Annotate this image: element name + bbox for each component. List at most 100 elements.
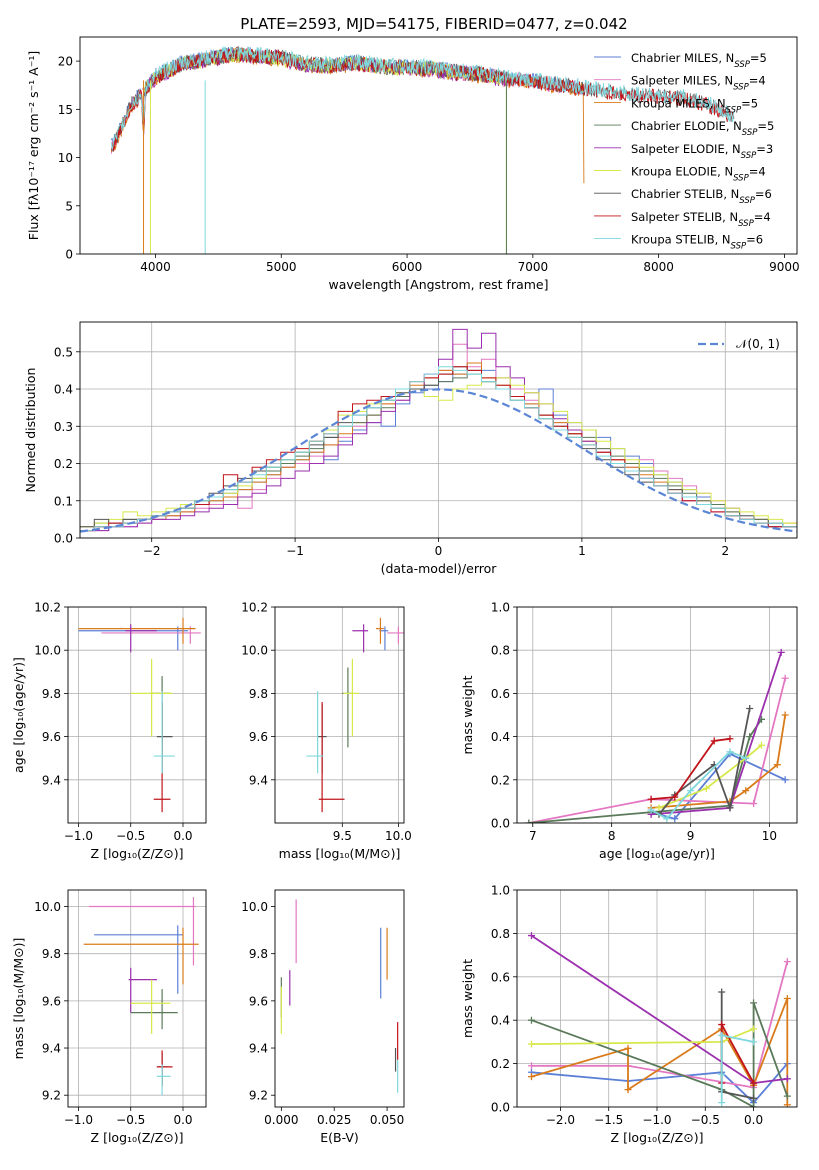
data-marker	[624, 1086, 632, 1094]
y-tick-label: 9.6	[249, 994, 268, 1008]
data-marker	[783, 958, 791, 966]
legend: Chabrier MILES, NSSP=5 Salpeter MILES, NS…	[594, 51, 774, 252]
legend-entry: Kroupa MILES, NSSP=5	[631, 96, 758, 115]
y-tick-label: 9.2	[42, 1089, 61, 1103]
x-tick-label: 8000	[643, 260, 674, 274]
data-layer	[517, 607, 797, 823]
y-tick-label: 9.8	[42, 947, 61, 961]
series-line	[658, 744, 763, 809]
data-marker	[750, 1103, 758, 1107]
data-marker	[781, 674, 789, 682]
x-tick-label: −2.0	[546, 1113, 575, 1127]
panel-mass-vs-ebv: 0.000 0.025 0.050 9.2 9.4 9.6 9.8 10.0 E(B-V)	[241, 889, 405, 1145]
axes-frame	[67, 606, 207, 824]
legend-entry: Kroupa ELODIE, NSSP=4	[631, 165, 766, 184]
x-axis-label: Z [log₁₀(Z/Z⊙)]	[91, 1130, 184, 1145]
data-marker	[742, 754, 750, 762]
data-layer	[280, 899, 399, 1093]
series-line	[531, 961, 789, 1089]
data-marker	[647, 806, 655, 814]
data-marker	[718, 1099, 726, 1107]
panel-spectrum: 4000 5000 6000 7000 8000 9000 0 5 10 15 20 waveleng…	[26, 36, 800, 292]
axes: −1.0 −0.5 0.0 9.4 9.6 9.8 10.0 10.2 Z [log₁₀(Z/Z…	[11, 601, 193, 862]
data-marker	[746, 733, 754, 741]
y-tick-label: 0.5	[54, 345, 73, 359]
y-tick-label: 0.8	[491, 927, 510, 941]
data-marker	[655, 804, 663, 812]
data-marker	[671, 793, 679, 801]
series-line	[651, 737, 731, 801]
x-tick-label: 10.0	[385, 829, 412, 843]
x-axis-label: (data-model)/error	[381, 561, 498, 576]
plot-area	[275, 607, 404, 823]
plot-area	[517, 607, 797, 823]
y-tick-label: 10.0	[34, 644, 61, 658]
legend-entry: Salpeter MILES, NSSP=4	[631, 74, 766, 93]
axes: −1.0 −0.5 0.0 9.2 9.4 9.6 9.8 10.0 Z [log₁₀(Z/Z⊙…	[11, 900, 193, 1145]
data-marker	[718, 988, 726, 996]
y-tick-label: 9.4	[42, 773, 61, 787]
data-marker	[750, 800, 758, 808]
x-tick-label: 0.0	[173, 829, 192, 843]
y-tick-label: 20	[58, 55, 73, 69]
axes-frame	[67, 889, 207, 1108]
panel-mass-vs-z: −1.0 −0.5 0.0 9.2 9.4 9.6 9.8 10.0 Z [log₁₀(Z/Z⊙…	[11, 889, 207, 1145]
data-marker	[777, 648, 785, 656]
y-tick-label: 9.4	[249, 773, 268, 787]
data-marker	[783, 1075, 791, 1083]
data-marker	[783, 1101, 791, 1107]
axes-frame	[516, 606, 798, 824]
x-axis-label: Z [log₁₀(Z/Z⊙)]	[91, 846, 184, 861]
axes: 9.5 10.0 9.4 9.6 9.8 10.0 10.2 mass [log₁₀(M/M⊙…	[241, 601, 411, 862]
y-axis-label: Normed distribution	[23, 368, 38, 493]
data-marker	[750, 1079, 758, 1087]
data-marker	[726, 748, 734, 756]
data-marker	[746, 705, 754, 713]
data-layer	[275, 607, 404, 823]
y-tick-label: 10.0	[241, 900, 268, 914]
axes-frame	[516, 889, 798, 1108]
data-marker	[527, 1040, 535, 1048]
data-marker	[726, 735, 734, 743]
x-tick-label: 0.050	[370, 1113, 404, 1127]
legend-entry: Kroupa STELIB, NSSP=6	[631, 233, 763, 252]
y-tick-label: 0.3	[54, 420, 73, 434]
data-marker	[750, 999, 758, 1007]
x-tick-label: −1	[286, 544, 304, 558]
legend-entry: Chabrier STELIB, NSSP=6	[631, 187, 772, 206]
axes: 0.000 0.025 0.050 9.2 9.4 9.6 9.8 10.0 E(B-V)	[241, 900, 404, 1145]
data-layer	[68, 890, 206, 1107]
y-tick-label: 1.0	[491, 884, 510, 898]
series-line	[110, 46, 735, 150]
x-tick-label: 0.0	[744, 1113, 763, 1127]
y-tick-label: 10.2	[34, 601, 61, 615]
series-line	[531, 1002, 789, 1107]
x-tick-label: −1.0	[64, 829, 93, 843]
y-tick-label: 0.0	[491, 1101, 510, 1115]
x-tick-label: 0.000	[264, 1113, 298, 1127]
x-tick-label: −1.0	[64, 1113, 93, 1127]
data-marker	[742, 787, 750, 795]
data-marker	[726, 804, 734, 812]
x-tick-label: 0	[435, 544, 443, 558]
y-tick-label: 0.8	[491, 644, 510, 658]
x-tick-label: −1.0	[642, 1113, 671, 1127]
x-axis-label: E(B-V)	[320, 1130, 359, 1145]
y-tick-label: 5	[65, 199, 73, 213]
series-line	[528, 678, 787, 823]
x-tick-label: 8	[608, 829, 616, 843]
panel-residuals: −2 −1 0 1 2 0.0 0.1 0.2 0.3 0.4 0.5 (data-model)/er…	[23, 321, 798, 576]
y-axis-label: mass [log₁₀(M/M⊙)]	[11, 938, 26, 1060]
y-axis-label: Flux [fλ10⁻¹⁷ erg cm⁻² s⁻¹ A⁻¹]	[26, 51, 41, 240]
data-marker	[781, 711, 789, 719]
data-marker	[783, 1092, 791, 1100]
legend-entry: Salpeter STELIB, NSSP=4	[631, 210, 771, 229]
gaussian-reference-line	[80, 388, 797, 533]
data-marker	[647, 795, 655, 803]
y-tick-label: 0.4	[54, 383, 73, 397]
data-layer	[68, 607, 206, 823]
y-tick-label: 9.6	[42, 994, 61, 1008]
data-marker	[750, 1094, 758, 1102]
x-tick-label: 1	[578, 544, 586, 558]
y-tick-label: 9.2	[249, 1089, 268, 1103]
